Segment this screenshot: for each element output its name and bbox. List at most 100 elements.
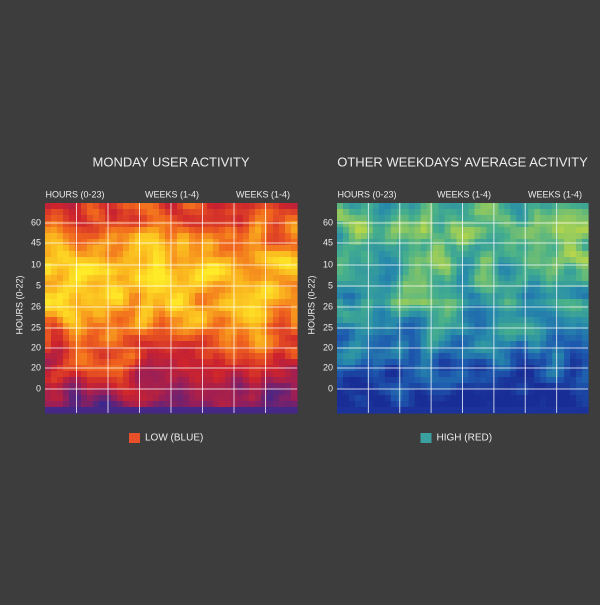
heat-cell [504, 221, 511, 228]
heat-cell [337, 263, 344, 270]
heat-cell [474, 263, 482, 270]
heat-cell [402, 323, 410, 330]
heat-cell [201, 293, 208, 300]
heat-cell [534, 233, 541, 240]
heat-cell [570, 317, 577, 324]
heat-cell [285, 359, 292, 366]
heat-cell [528, 209, 535, 216]
heat-cell [243, 341, 250, 348]
heat-cell [576, 335, 583, 342]
heat-cell [99, 257, 106, 264]
heat-cell [540, 233, 547, 240]
heat-cell [177, 203, 184, 210]
heat-cell [576, 407, 583, 414]
heat-cell [384, 221, 392, 228]
y-tick-label: 25 [323, 322, 333, 332]
heat-cell [237, 245, 244, 252]
heat-cell [474, 245, 482, 252]
heat-cell [528, 215, 535, 222]
heat-cell [438, 245, 446, 252]
heat-cell [81, 377, 88, 384]
heat-cell [75, 317, 82, 324]
heat-cell [474, 233, 482, 240]
heat-cell [141, 389, 148, 396]
heat-cell [516, 215, 523, 222]
heat-cell [201, 401, 208, 408]
heat-cell [570, 233, 577, 240]
heat-cell [153, 305, 160, 312]
heat-cell [93, 293, 100, 300]
heat-cell [438, 353, 446, 360]
heat-cell [285, 203, 292, 210]
heat-cell [402, 251, 410, 258]
heat-cell [267, 287, 274, 294]
heat-cell [372, 407, 380, 414]
heat-cell [243, 245, 250, 252]
heat-cell [570, 377, 577, 384]
heat-cell [45, 353, 52, 360]
heat-cell [456, 401, 464, 408]
heat-cell [372, 305, 380, 312]
heat-cell [195, 395, 202, 402]
heat-cell [237, 257, 244, 264]
heat-cell [474, 209, 482, 216]
heat-cell [279, 299, 286, 306]
heat-cell [337, 383, 344, 390]
heat-cell [558, 269, 565, 276]
heat-cell [576, 287, 583, 294]
heat-cell [153, 293, 160, 300]
heat-cell [474, 215, 482, 222]
heat-cell [414, 245, 422, 252]
heat-cell [462, 347, 470, 354]
heat-cell [534, 311, 541, 318]
heat-cell [147, 287, 154, 294]
heat-cell [444, 209, 452, 216]
heat-cell [57, 215, 64, 222]
heat-cell [354, 341, 362, 348]
heat-cell [486, 227, 493, 234]
heat-cell [516, 281, 523, 288]
heat-cell [337, 395, 344, 402]
heat-cell [141, 407, 148, 414]
heat-cell [342, 383, 350, 390]
heat-cell [141, 377, 148, 384]
heat-cell [366, 251, 374, 258]
heat-cell [45, 281, 52, 288]
heat-cell [57, 311, 64, 318]
heat-cell [177, 239, 184, 246]
heat-cell [438, 335, 446, 342]
heat-cell [249, 293, 256, 300]
heat-cell [45, 269, 52, 276]
heat-cell [504, 299, 511, 306]
heat-cell [183, 329, 190, 336]
heat-cell [348, 299, 356, 306]
heat-cell [135, 329, 142, 336]
heat-cell [291, 251, 298, 258]
heat-cell [390, 317, 398, 324]
heat-cell [273, 251, 280, 258]
heat-cell [486, 239, 493, 246]
heat-cell [492, 359, 499, 366]
heat-cell [93, 227, 100, 234]
heat-cell [504, 209, 511, 216]
heat-cell [147, 209, 154, 216]
heat-cell [546, 395, 553, 402]
heat-cell [390, 407, 398, 414]
heat-cell [141, 209, 148, 216]
heat-cell [360, 293, 368, 300]
heat-cell [384, 215, 392, 222]
heat-cell [195, 323, 202, 330]
heat-cell [348, 245, 356, 252]
heat-cell [426, 269, 434, 276]
heat-cell [354, 377, 362, 384]
heat-cell [177, 335, 184, 342]
heat-cell [195, 233, 202, 240]
heat-cell [570, 269, 577, 276]
heat-cell [135, 203, 142, 210]
heat-cell [492, 287, 499, 294]
heat-cell [498, 281, 505, 288]
heat-cell [147, 269, 154, 276]
heat-cell [93, 269, 100, 276]
heat-cell [219, 311, 226, 318]
